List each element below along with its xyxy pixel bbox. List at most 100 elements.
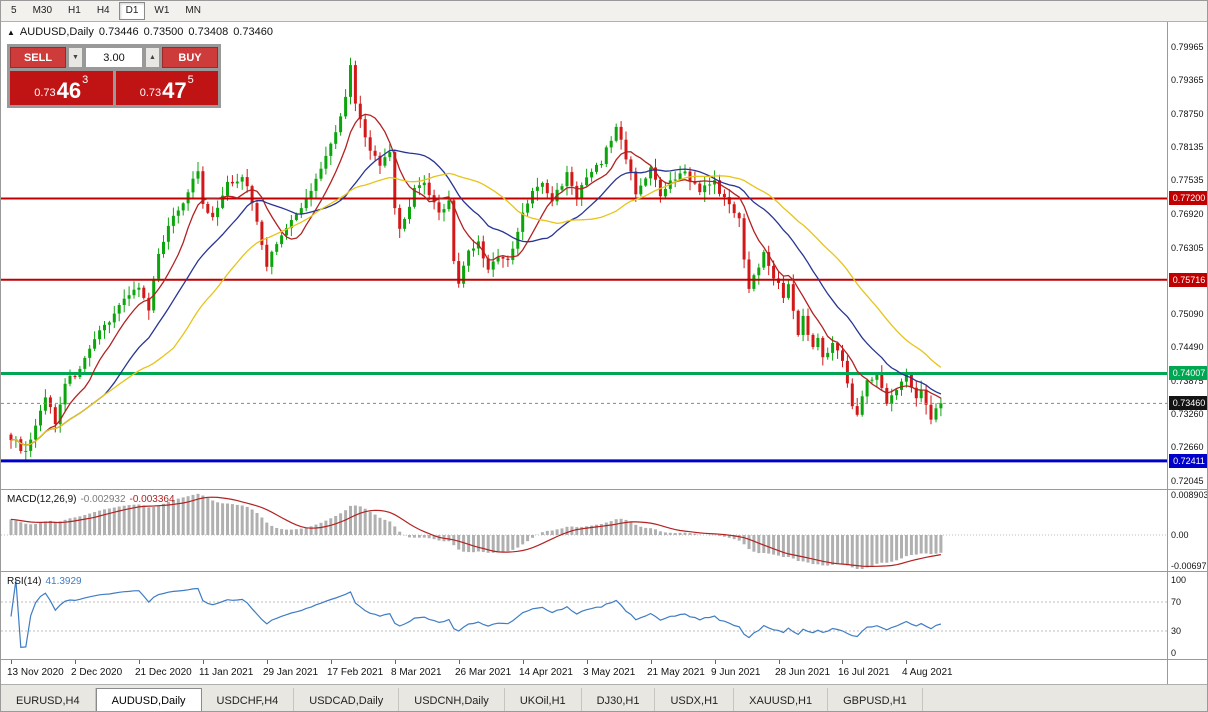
time-tick: [139, 660, 140, 664]
timeframe-button-MN[interactable]: MN: [185, 5, 201, 16]
timeframe-button-5[interactable]: 5: [11, 5, 17, 16]
date-label: 16 Jul 2021: [838, 667, 890, 678]
symbol-info: ▲ AUDUSD,Daily 0.73446 0.73500 0.73408 0.7346…: [7, 26, 278, 38]
time-axis[interactable]: 13 Nov 2020 2 Dec 2020 21 Dec 2020 11 Jan 2…: [1, 659, 1207, 684]
ohlc-high: 0.73500: [143, 26, 184, 38]
time-tick: [779, 660, 780, 664]
price-tick-label: 0.75090: [1171, 309, 1204, 319]
ohlc-close: 0.73460: [233, 26, 273, 38]
price-tick-label: 0.76920: [1171, 209, 1204, 219]
timeframe-button-D1[interactable]: D1: [118, 2, 146, 20]
rsi-chart[interactable]: [1, 572, 1167, 659]
rsi-tick-label: 70: [1171, 597, 1182, 607]
macd-main-value: -0.002932: [80, 494, 126, 505]
volume-input[interactable]: [85, 47, 143, 68]
sell-price-frac: 3: [82, 74, 89, 86]
chart-tab-UKOil-H1[interactable]: UKOil,H1: [505, 688, 582, 711]
chart-tab-EURUSD-H4[interactable]: EURUSD,H4: [1, 688, 96, 711]
chart-tab-XAUUSD-H1[interactable]: XAUUSD,H1: [734, 688, 829, 711]
date-label: 26 Mar 2021: [455, 667, 512, 678]
price-tick-label: 0.74490: [1171, 342, 1204, 352]
time-tick: [267, 660, 268, 664]
rsi-value: 41.3929: [45, 576, 82, 587]
price-chart-pane[interactable]: ▲ AUDUSD,Daily 0.73446 0.73500 0.73408 0.7346…: [1, 22, 1207, 489]
rsi-panel[interactable]: RSI(14) 41.3929 100 70 30 0: [1, 571, 1207, 659]
rsi-label: RSI(14) 41.3929: [7, 576, 82, 587]
rsi-scale[interactable]: 100 70 30 0: [1167, 572, 1207, 659]
buy-button[interactable]: BUY: [162, 47, 218, 68]
timeframe-button-H4[interactable]: H4: [96, 5, 110, 16]
chart-tab-USDCNH-Daily[interactable]: USDCNH,Daily: [399, 688, 505, 711]
rsi-tick-label: 30: [1171, 626, 1182, 636]
date-label: 8 Mar 2021: [391, 667, 442, 678]
macd-panel[interactable]: MACD(12,26,9) -0.002932 -0.003364 0.008903…: [1, 489, 1208, 571]
time-tick: [75, 660, 76, 664]
timeframe-button-H1[interactable]: H1: [68, 5, 81, 16]
chart-tab-GBPUSD-H1[interactable]: GBPUSD,H1: [828, 688, 923, 711]
symbol-tabs: EURUSD,H4 AUDUSD,Daily USDCHF,H4 USDCAD,Dai…: [1, 684, 1207, 711]
timeframe-button-M30[interactable]: M30: [32, 5, 53, 16]
rsi-tick-label: 0: [1171, 648, 1177, 658]
date-label: 2 Dec 2020: [71, 667, 123, 678]
volume-decrease-button[interactable]: ▼: [68, 47, 83, 68]
date-label: 28 Jun 2021: [775, 667, 831, 678]
chart-tab-USDCHF-H4[interactable]: USDCHF,H4: [202, 688, 295, 711]
timeframe-toolbar: 5 M30 H1 H4 D1 W1 MN: [1, 1, 1207, 22]
date-label: 11 Jan 2021: [199, 667, 254, 678]
date-label: 13 Nov 2020: [7, 667, 64, 678]
time-tick: [11, 660, 12, 664]
rsi-name: RSI(14): [7, 576, 42, 587]
buy-price-pips: 47: [162, 78, 187, 103]
price-tick-label: 0.79365: [1171, 75, 1204, 85]
date-label: 17 Feb 2021: [327, 667, 384, 678]
macd-chart[interactable]: [1, 490, 1167, 571]
chart-tab-AUDUSD-Daily[interactable]: AUDUSD,Daily: [95, 688, 202, 711]
price-tick-label: 0.77535: [1171, 175, 1204, 185]
one-click-trading-panel: SELL ▼ ▲ BUY 0.73 46 3 0.73 47 5: [7, 44, 221, 108]
price-tick-label: 0.76305: [1171, 243, 1204, 253]
volume-increase-button[interactable]: ▲: [145, 47, 160, 68]
chart-tab-DJ30-H1[interactable]: DJ30,H1: [582, 688, 656, 711]
price-tick-label: 0.78750: [1171, 109, 1204, 119]
symbol-title: AUDUSD,Daily: [19, 26, 94, 38]
macd-tick-label: -0.00697: [1171, 561, 1207, 571]
rsi-tick-label: 100: [1171, 575, 1187, 585]
time-tick: [331, 660, 332, 664]
time-axis-scale-corner: [1167, 660, 1207, 684]
time-tick: [395, 660, 396, 664]
macd-scale[interactable]: 0.008903 0.00 -0.00697: [1167, 490, 1208, 571]
time-tick: [842, 660, 843, 664]
timeframe-button-W1[interactable]: W1: [154, 5, 170, 16]
price-line-badge: 0.72411: [1169, 454, 1207, 468]
price-tick-label: 0.73260: [1171, 409, 1204, 419]
time-tick: [523, 660, 524, 664]
date-label: 21 May 2021: [647, 667, 705, 678]
candlestick-chart[interactable]: [1, 22, 1167, 489]
price-tick-label: 0.72045: [1171, 476, 1204, 486]
macd-tick-label: 0.008903: [1171, 490, 1208, 500]
price-line-badge: 0.77200: [1169, 191, 1207, 205]
chart-symbol-icon: ▲: [7, 28, 15, 37]
price-scale[interactable]: 0.79965 0.79365 0.78750 0.78135 0.77535 0.769…: [1167, 22, 1207, 489]
chart-tab-USDX-H1[interactable]: USDX,H1: [655, 688, 735, 711]
buy-price-frac: 5: [187, 74, 194, 86]
date-label: 4 Aug 2021: [902, 667, 953, 678]
ohlc-open: 0.73446: [98, 26, 139, 38]
date-label: 14 Apr 2021: [519, 667, 573, 678]
sell-price-quote[interactable]: 0.73 46 3: [10, 71, 113, 105]
macd-name: MACD(12,26,9): [7, 494, 77, 505]
price-tick-label: 0.79965: [1171, 42, 1204, 52]
sell-price-pips: 46: [56, 78, 82, 103]
price-tick-label: 0.78135: [1171, 142, 1204, 152]
date-label: 21 Dec 2020: [135, 667, 192, 678]
price-line-badge: 0.75716: [1169, 273, 1207, 287]
price-tick-label: 0.73875: [1171, 376, 1204, 386]
sell-button[interactable]: SELL: [10, 47, 66, 68]
buy-price-quote[interactable]: 0.73 47 5: [115, 71, 218, 105]
date-label: 3 May 2021: [583, 667, 636, 678]
macd-tick-label: 0.00: [1171, 530, 1189, 540]
buy-price-base: 0.73: [139, 87, 162, 99]
chart-tab-USDCAD-Daily[interactable]: USDCAD,Daily: [294, 688, 400, 711]
current-price-badge: 0.73460: [1169, 396, 1207, 410]
